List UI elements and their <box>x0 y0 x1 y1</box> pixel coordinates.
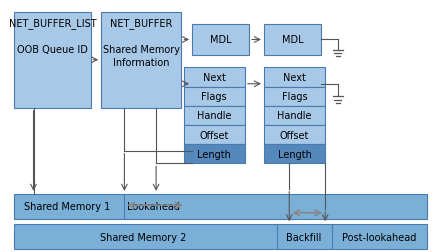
Text: Handle: Handle <box>197 111 232 121</box>
FancyBboxPatch shape <box>264 68 325 87</box>
FancyBboxPatch shape <box>264 145 325 164</box>
FancyBboxPatch shape <box>184 87 245 106</box>
Text: Handle: Handle <box>277 111 312 121</box>
FancyBboxPatch shape <box>264 125 325 145</box>
Text: Backfill: Backfill <box>286 232 322 242</box>
FancyBboxPatch shape <box>184 106 245 125</box>
Text: Post-lookahead: Post-lookahead <box>342 232 416 242</box>
FancyBboxPatch shape <box>264 87 325 106</box>
Text: MDL: MDL <box>210 35 231 45</box>
Text: Lookahead: Lookahead <box>127 202 181 212</box>
Text: Flags: Flags <box>282 92 307 102</box>
FancyBboxPatch shape <box>14 13 90 108</box>
Text: MDL: MDL <box>281 35 303 45</box>
FancyBboxPatch shape <box>14 194 427 219</box>
Text: Shared Memory 2: Shared Memory 2 <box>100 232 187 242</box>
FancyBboxPatch shape <box>264 106 325 125</box>
Text: Offset: Offset <box>280 130 309 140</box>
FancyBboxPatch shape <box>101 13 181 108</box>
Text: Shared Memory 1: Shared Memory 1 <box>24 202 110 212</box>
Text: Flags: Flags <box>201 92 227 102</box>
Text: Length: Length <box>278 149 311 159</box>
FancyBboxPatch shape <box>14 224 427 249</box>
Text: Next: Next <box>283 73 306 83</box>
FancyBboxPatch shape <box>184 125 245 145</box>
FancyBboxPatch shape <box>184 68 245 87</box>
Text: NET_BUFFER_LIST

OOB Queue ID: NET_BUFFER_LIST OOB Queue ID <box>9 18 96 55</box>
FancyBboxPatch shape <box>264 25 321 55</box>
Text: Next: Next <box>203 73 226 83</box>
Text: Offset: Offset <box>200 130 229 140</box>
FancyBboxPatch shape <box>184 145 245 164</box>
Text: NET_BUFFER

Shared Memory
Information: NET_BUFFER Shared Memory Information <box>103 18 180 68</box>
Text: Length: Length <box>197 149 231 159</box>
FancyBboxPatch shape <box>192 25 249 55</box>
